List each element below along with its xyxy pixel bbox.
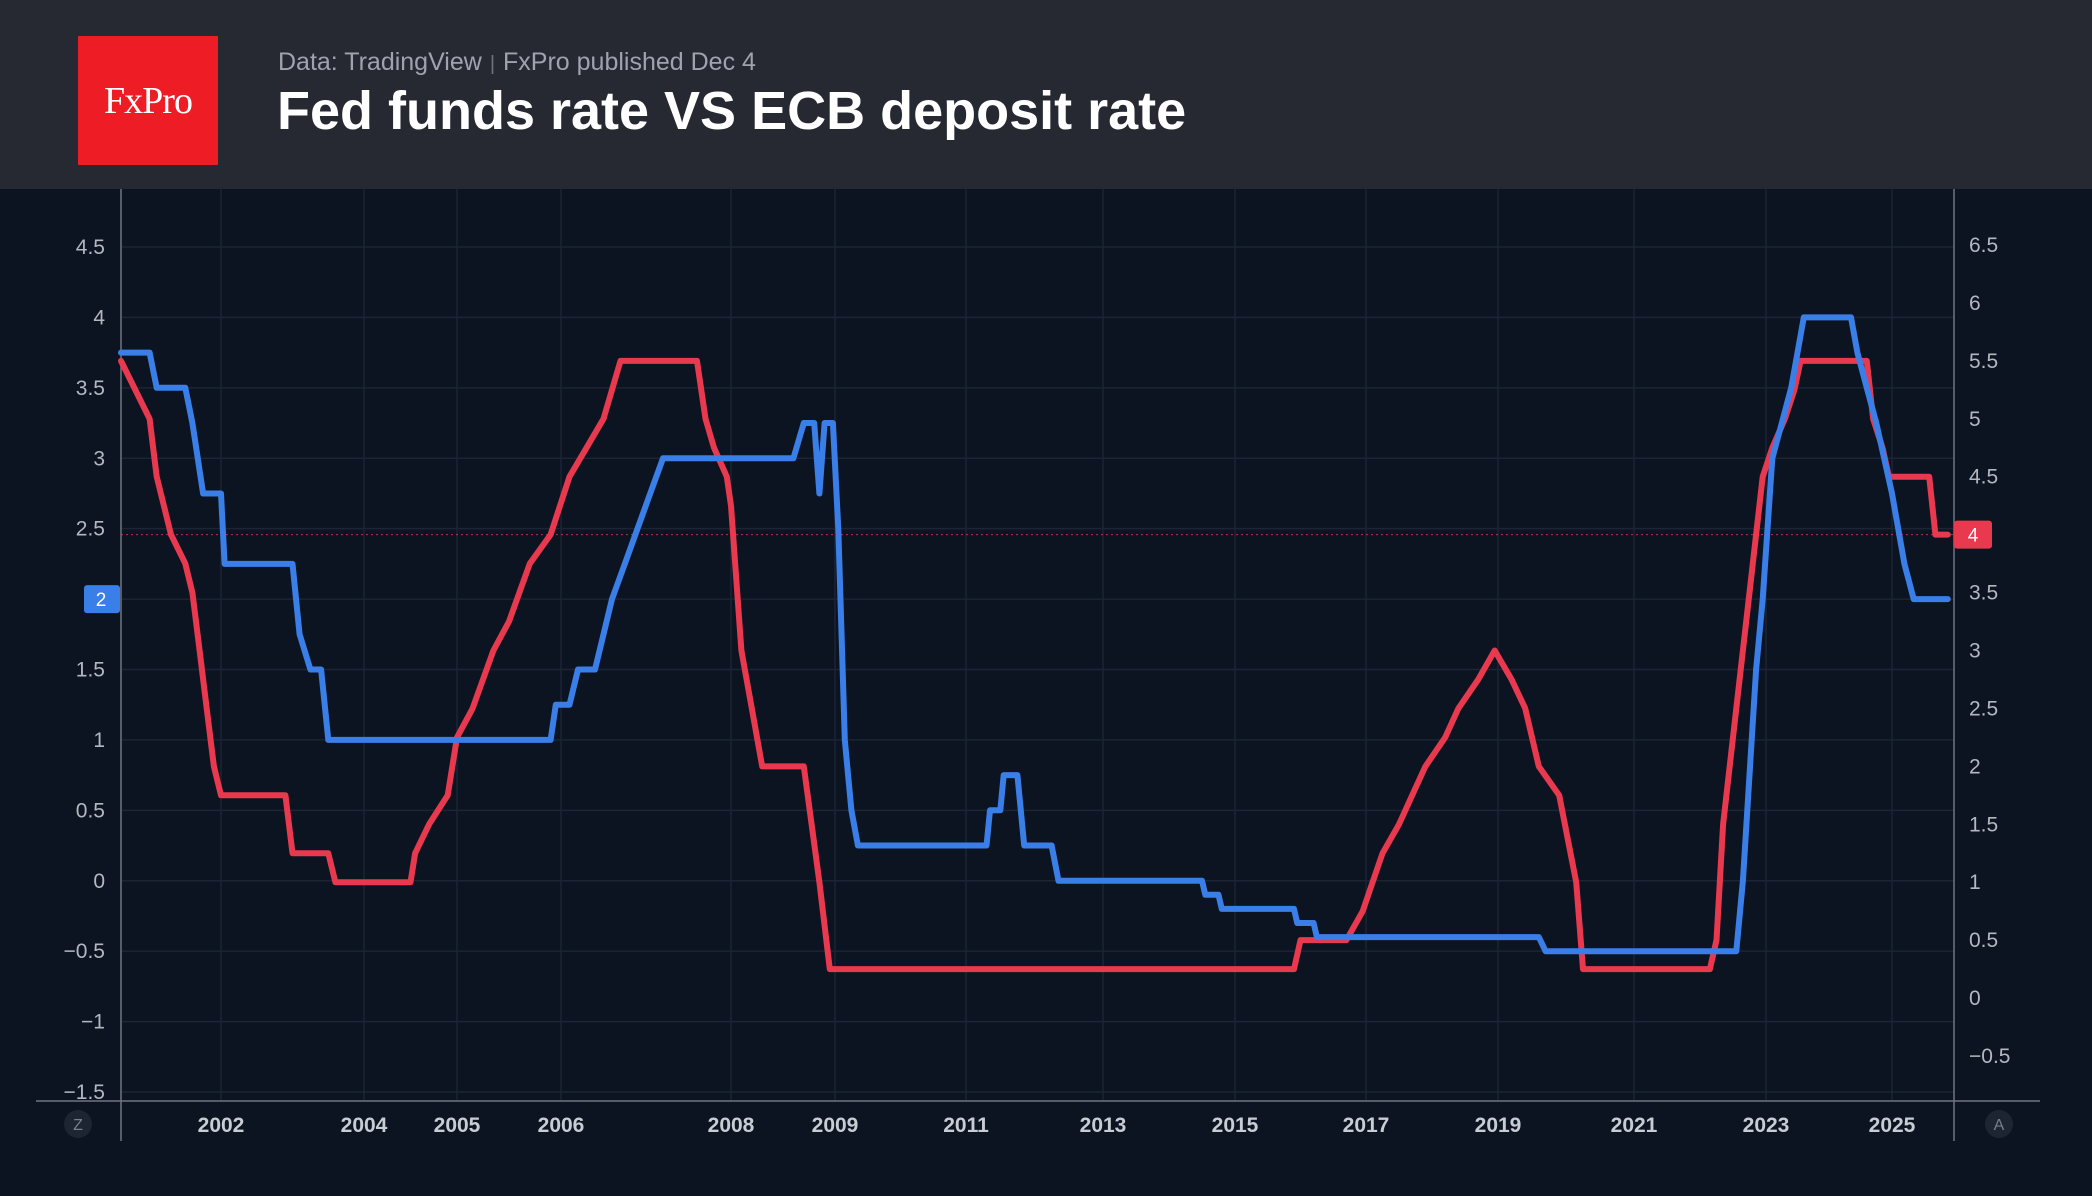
x-tick-label: 2008 bbox=[708, 1114, 755, 1137]
x-tick-label: 2011 bbox=[943, 1114, 989, 1137]
last-value-badges: 24 bbox=[84, 520, 1992, 614]
x-tick-label: 2015 bbox=[1212, 1114, 1259, 1137]
left-tick-label: 0.5 bbox=[76, 799, 105, 822]
rate-chart: 4.5 4 3.5 3 2.5 2 1.5 1 0.5 0 −0.5 −1 −1.5 6.5 6 5.5 5 4… bbox=[36, 189, 2040, 1141]
right-tick-label: 4.5 bbox=[1969, 466, 1998, 489]
left-tick-label: 0 bbox=[93, 870, 105, 893]
x-tick-label: 2023 bbox=[1743, 1114, 1790, 1137]
right-tick-label: −0.5 bbox=[1969, 1045, 2010, 1068]
source-published: FxPro published Dec 4 bbox=[503, 48, 756, 76]
left-tick-label: 3.5 bbox=[76, 377, 105, 400]
corner-right-label: A bbox=[1994, 1117, 2005, 1134]
right-tick-label: 0 bbox=[1969, 987, 1981, 1010]
header-bar: FxPro Data: TradingView | FxPro published … bbox=[0, 0, 2092, 189]
x-tick-label: 2002 bbox=[198, 1114, 245, 1137]
x-tick-label: 2019 bbox=[1475, 1114, 1522, 1137]
right-tick-label: 5.5 bbox=[1969, 350, 1998, 373]
page-title: Fed funds rate VS ECB deposit rate bbox=[277, 81, 1187, 141]
source-data: Data: TradingView bbox=[278, 48, 482, 76]
left-tick-label: −1.5 bbox=[64, 1081, 105, 1104]
source-separator: | bbox=[489, 53, 496, 75]
right-tick-label: 5 bbox=[1969, 408, 1981, 431]
x-tick-label: 2013 bbox=[1080, 1114, 1127, 1137]
right-tick-label: 0.5 bbox=[1969, 929, 1998, 952]
left-tick-label: 3 bbox=[93, 447, 105, 470]
corner-left-button[interactable]: Z bbox=[64, 1110, 92, 1138]
right-tick-label: 1.5 bbox=[1969, 813, 1998, 836]
source-line: Data: TradingView | FxPro published Dec 4 bbox=[278, 48, 756, 77]
left-tick-label: 4.5 bbox=[76, 236, 105, 259]
x-tick-label: 2021 bbox=[1611, 1114, 1658, 1137]
left-axis-labels: 4.5 4 3.5 3 2.5 2 1.5 1 0.5 0 −0.5 −1 −1.5 bbox=[64, 236, 106, 1104]
fed-funds-line bbox=[118, 357, 1951, 973]
x-tick-label: 2017 bbox=[1343, 1114, 1390, 1137]
ecb-last-badge bbox=[84, 585, 120, 614]
ecb-last-value: 2 bbox=[96, 590, 107, 611]
left-tick-label: 4 bbox=[93, 306, 105, 329]
corner-left-label: Z bbox=[73, 1117, 83, 1134]
ecb-deposit-line bbox=[118, 314, 1951, 955]
right-axis-labels: 6.5 6 5.5 5 4.5 4 3.5 3 2.5 2 1.5 1 0.5 0 −0.5 bbox=[1969, 234, 2010, 1068]
x-tick-label: 2025 bbox=[1869, 1114, 1916, 1137]
left-tick-label: 1 bbox=[93, 729, 105, 752]
right-tick-label: 2 bbox=[1969, 755, 1981, 778]
right-tick-label: 1 bbox=[1969, 871, 1981, 894]
right-tick-label: 3 bbox=[1969, 640, 1981, 663]
x-tick-label: 2005 bbox=[434, 1114, 481, 1137]
right-tick-label: 6 bbox=[1969, 292, 1981, 315]
right-tick-label: 6.5 bbox=[1969, 234, 1998, 257]
x-tick-label: 2004 bbox=[341, 1114, 388, 1137]
axes bbox=[36, 189, 2040, 1141]
x-tick-label: 2009 bbox=[812, 1114, 859, 1137]
series-lines bbox=[118, 314, 1951, 973]
left-tick-label: −1 bbox=[81, 1011, 105, 1034]
fxpro-logo: FxPro bbox=[78, 36, 218, 165]
fed-last-value: 4 bbox=[1968, 526, 1979, 547]
left-tick-label: −0.5 bbox=[64, 940, 105, 963]
fed-last-badge bbox=[1954, 520, 1992, 549]
right-tick-label: 3.5 bbox=[1969, 582, 1998, 605]
left-tick-label: 1.5 bbox=[76, 659, 105, 682]
corner-right-button[interactable]: A bbox=[1985, 1110, 2013, 1138]
left-tick-label: 2.5 bbox=[76, 518, 105, 541]
grid-lines bbox=[121, 189, 1954, 1101]
right-tick-label: 2.5 bbox=[1969, 697, 1998, 720]
logo-text: FxPro bbox=[104, 79, 193, 122]
x-axis-labels: 2002 2004 2005 2006 2008 2009 2011 2013 2015 2017… bbox=[198, 1114, 1916, 1137]
x-tick-label: 2006 bbox=[538, 1114, 585, 1137]
